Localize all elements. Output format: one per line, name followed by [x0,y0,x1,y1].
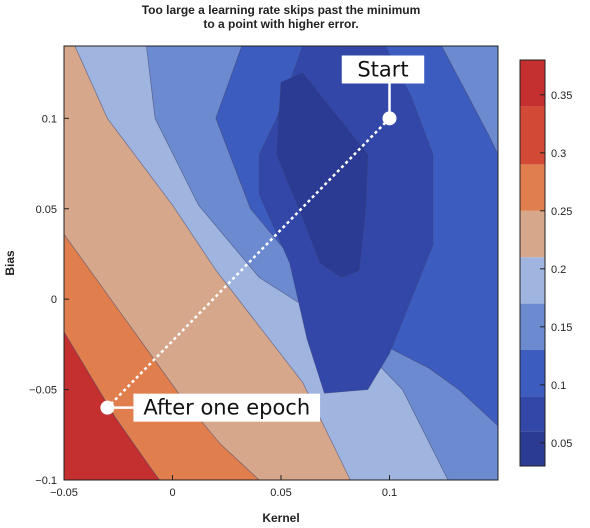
colorbar-band-1 [520,396,545,432]
x-tick-label-1: 0 [169,487,175,499]
trajectory [106,117,391,409]
y-axis-title: Bias [3,250,17,276]
colorbar-band-8 [520,60,545,107]
colorbar-frame [519,59,546,467]
y-axis: 0.1 0.05 0 −0.05 −0.1 [29,113,69,487]
contour-region-0 [64,331,160,480]
y-tick-label-2: 0 [51,294,57,306]
colorbar-band-4 [520,257,545,304]
annotation-point-1 [100,400,115,415]
chart-title-line-2: to a point with higher error. [203,17,358,31]
colorbar-tick-label-5: 0.3 [551,148,566,160]
contour-region-1 [64,233,260,480]
contour-region-8 [276,72,369,278]
contour-region-2 [64,46,351,480]
colorbar-tick-label-0: 0.05 [551,438,572,450]
colorbar-tick-label-2: 0.15 [551,322,572,334]
colorbar-band-5 [520,210,545,258]
x-tick-label-3: 0.1 [382,487,397,499]
x-tick-label-2: 0.05 [270,487,291,499]
colorbar: 0.05 0.1 0.15 0.2 0.25 0.3 0.35 [519,59,572,467]
annotation-box-1 [133,393,321,422]
annotation-box-0 [341,55,425,84]
annotation-label-1: After one epoch [143,396,310,420]
annotation-1: After one epoch [100,393,321,422]
x-axis-title: Kernel [262,511,299,525]
annotation-label-0: Start [357,58,408,82]
annotations: Start After one epoch [100,55,425,422]
colorbar-band-2 [520,350,545,397]
y-tick-label-0: 0.1 [42,113,57,125]
annotation-point-0 [382,111,397,126]
x-axis: −0.05 0 0.05 0.1 [50,475,397,499]
colorbar-tick-label-3: 0.2 [551,264,566,276]
colorbar-tick-label-6: 0.35 [551,90,572,102]
colorbar-tick-label-1: 0.1 [551,380,566,392]
contour-regions [64,46,498,480]
trajectory-line [106,117,391,409]
y-tick-label-3: −0.05 [29,385,57,397]
y-tick-label-4: −0.1 [35,475,57,487]
chart-title-line-1: Too large a learning rate skips past the… [142,3,421,17]
colorbar-band-7 [520,106,545,165]
x-tick-label-0: −0.05 [50,487,78,499]
colorbar-band-0 [520,431,545,466]
plot-area [64,46,498,480]
colorbar-band-6 [520,164,545,211]
y-tick-label-1: 0.05 [36,204,57,216]
colorbar-tick-label-4: 0.25 [551,206,572,218]
annotation-0: Start [341,55,425,126]
